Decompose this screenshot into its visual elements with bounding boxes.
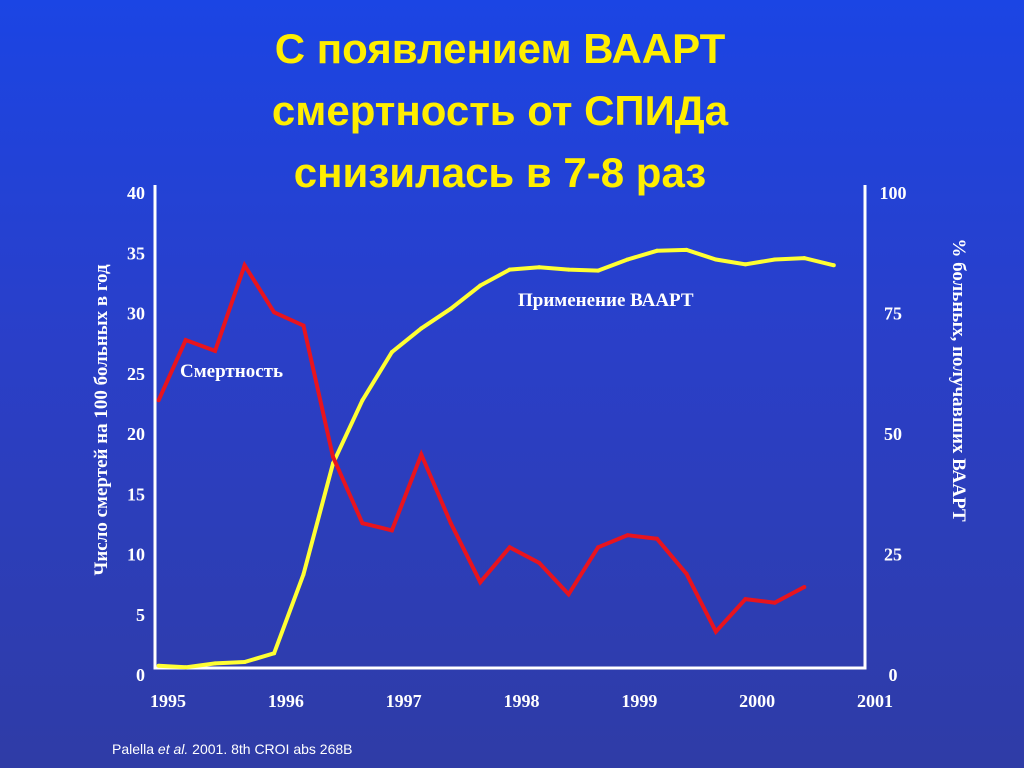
haart-data-point: [419, 326, 424, 331]
mortality-data-point: [772, 600, 777, 605]
haart-data-point: [684, 247, 689, 252]
haart-data-point: [242, 660, 247, 664]
mortality-data-point: [389, 528, 394, 533]
mortality-data-point: [625, 533, 630, 538]
haart-data-point: [507, 267, 512, 272]
title-line-1: С появлением ВААРТ: [274, 25, 726, 72]
mortality-data-point: [360, 521, 365, 526]
x-tick-label: 2001: [857, 691, 893, 711]
left-y-axis-title: Число смертей на 100 больных в год: [91, 264, 112, 576]
haart-data-point: [301, 572, 306, 577]
mortality-series-line: [156, 260, 806, 636]
haart-data-point: [831, 263, 836, 268]
mortality-data-point: [596, 545, 601, 550]
left-y-tick-label: 15: [127, 484, 145, 504]
title-line-2: смертность от СПИДа: [271, 87, 729, 134]
left-y-tick-label: 35: [127, 243, 145, 263]
mortality-data-point: [448, 521, 453, 526]
haart-data-point: [478, 283, 483, 288]
right-y-tick-labels: 0 25 50 75 100: [880, 183, 907, 685]
x-tick-label: 1999: [621, 691, 657, 711]
right-y-tick-label: 50: [884, 424, 902, 444]
mortality-data-point: [156, 398, 161, 403]
mortality-data-point: [507, 545, 512, 550]
citation-etal: et al.: [157, 741, 189, 757]
left-y-tick-label: 20: [127, 424, 145, 444]
x-tick-label: 1996: [268, 691, 304, 711]
left-y-tick-label: 40: [127, 183, 145, 203]
left-y-tick-label: 0: [136, 665, 145, 685]
axes: [153, 185, 867, 670]
haart-data-point: [802, 256, 807, 261]
mortality-data-point: [272, 310, 277, 315]
citation: Palella et al. 2001. 8th CROI abs 268B: [112, 741, 353, 757]
right-y-tick-label: 0: [889, 665, 898, 685]
x-tick-label: 1997: [386, 691, 422, 711]
x-tick-label: 1995: [150, 691, 186, 711]
mortality-data-point: [537, 560, 542, 565]
mortality-data-point: [684, 571, 689, 576]
haart-series-label: Применение ВААРТ: [518, 290, 694, 311]
haart-data-point: [183, 665, 188, 670]
haart-data-point: [566, 267, 571, 272]
left-y-tick-label: 10: [127, 545, 145, 565]
left-y-tick-label: 5: [136, 605, 145, 625]
haart-data-point: [713, 257, 718, 262]
haart-data-point: [156, 663, 161, 668]
mortality-data-point: [566, 592, 571, 597]
x-tick-label: 1998: [504, 691, 540, 711]
haart-data-point: [272, 651, 277, 656]
left-y-tick-label: 25: [127, 364, 145, 384]
haart-data-point: [743, 262, 748, 267]
haart-data-point: [389, 350, 394, 355]
haart-data-point: [655, 248, 659, 253]
mortality-data-point: [213, 348, 218, 353]
haart-data-point: [360, 398, 365, 403]
mortality-data-point: [331, 454, 335, 459]
slide-title: С появлением ВААРТ смертность от СПИДа с…: [0, 18, 1000, 204]
mortality-data-point: [713, 629, 718, 634]
x-tick-labels: 1995 1996 1997 1998 1999 2000 2001: [150, 691, 893, 711]
haart-data-point: [213, 661, 218, 666]
mortality-data-point: [242, 263, 247, 268]
mortality-data-point: [743, 597, 748, 602]
haart-data-point: [448, 306, 453, 311]
right-y-tick-label: 25: [884, 545, 902, 565]
mortality-data-point: [478, 580, 483, 585]
citation-source: 2001. 8th CROI abs 268B: [188, 741, 353, 757]
mortality-series-label: Смертность: [180, 361, 283, 382]
haart-data-point: [596, 268, 601, 273]
mortality-data-point: [301, 323, 306, 328]
right-y-axis-title: % больных, получавших ВААРТ: [948, 238, 969, 522]
citation-author: Palella: [112, 741, 158, 757]
mortality-data-point: [183, 338, 188, 342]
title-line-3: снизилась в 7-8 раз: [293, 149, 707, 196]
mortality-data-point: [655, 536, 659, 541]
haart-data-point: [772, 257, 777, 262]
right-y-tick-label: 100: [880, 183, 907, 203]
mortality-data-point: [419, 452, 424, 457]
left-y-tick-labels: 0 5 10 15 20 25 30 35 40: [127, 183, 145, 685]
haart-data-point: [625, 257, 630, 262]
haart-data-point: [537, 265, 542, 270]
mortality-data-point: [802, 585, 807, 589]
left-y-tick-label: 30: [127, 304, 145, 324]
x-tick-label: 2000: [739, 691, 775, 711]
haart-series-line: [158, 247, 835, 670]
right-y-tick-label: 75: [884, 304, 902, 324]
series-layer: [156, 247, 836, 670]
